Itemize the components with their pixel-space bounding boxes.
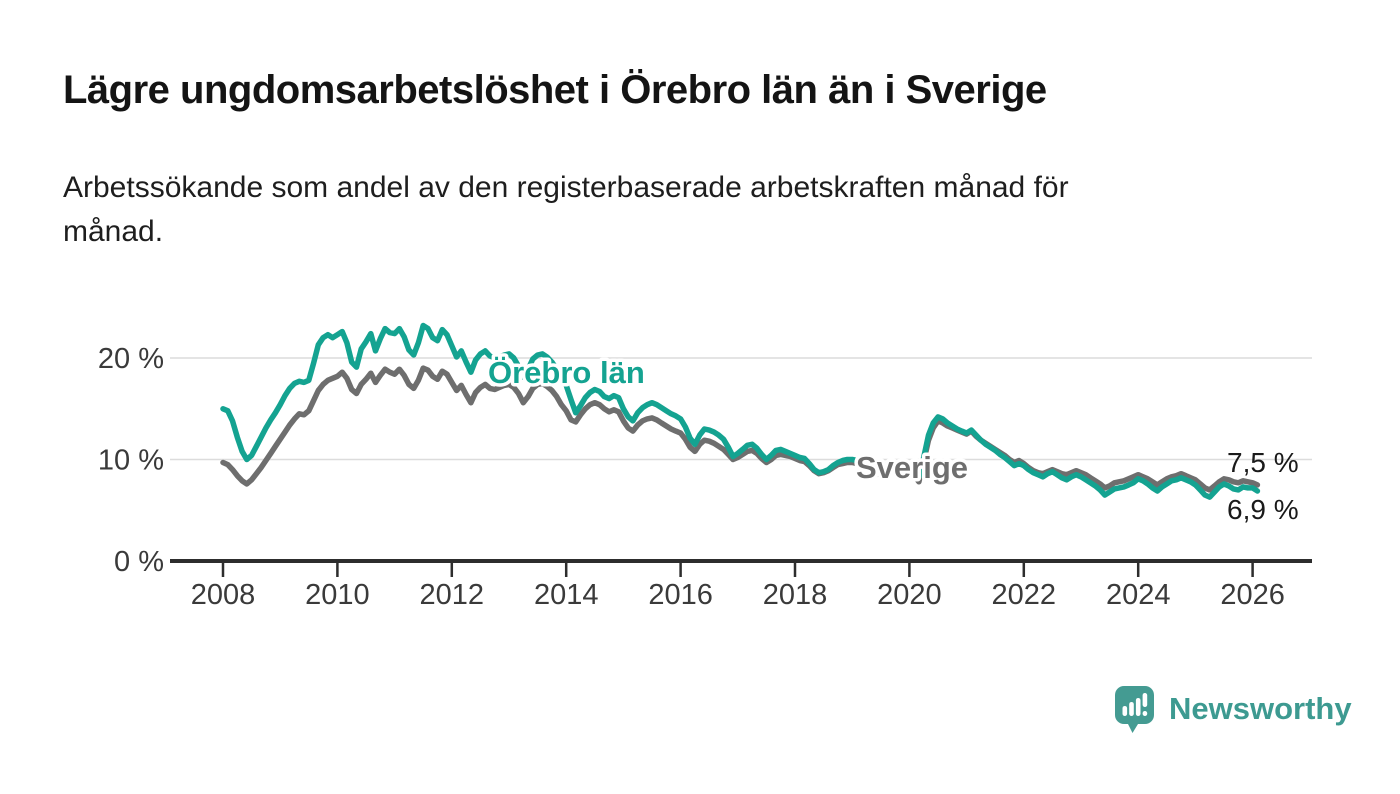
logo-brand-text: Newsworthy bbox=[1169, 691, 1352, 726]
x-tick-label: 2018 bbox=[763, 579, 828, 611]
logo-bar-medium bbox=[1129, 702, 1134, 716]
chart-subtitle: Arbetssökande som andel av den registerb… bbox=[63, 166, 1069, 254]
x-tick-label: 2014 bbox=[534, 579, 599, 611]
x-tick-label: 2022 bbox=[992, 579, 1057, 611]
x-tick-label: 2016 bbox=[648, 579, 713, 611]
x-tick-label: 2020 bbox=[877, 579, 942, 611]
x-tick-label: 2026 bbox=[1220, 579, 1285, 611]
series-orebro-line bbox=[220, 322, 1261, 500]
logo-bubble-shape bbox=[1115, 686, 1154, 733]
logo-bar-small bbox=[1122, 706, 1128, 716]
y-tick-label: 0 % bbox=[114, 546, 164, 578]
x-tick-label: 2012 bbox=[420, 579, 485, 611]
logo-exclamation-dot bbox=[1142, 711, 1148, 716]
logo-bubble-icon bbox=[1115, 686, 1154, 733]
x-tick-label: 2024 bbox=[1106, 579, 1171, 611]
series-sverige-line bbox=[220, 365, 1261, 493]
logo-exclamation-bar bbox=[1142, 693, 1148, 707]
y-tick-label: 10 % bbox=[98, 445, 164, 477]
y-tick-label: 20 % bbox=[98, 343, 164, 375]
x-tick-label: 2008 bbox=[191, 579, 256, 611]
x-axis-ticks: 2008 2010 2012 2014 2016 2018 2020 2022 2024 2026 bbox=[191, 561, 1285, 611]
chart-subtitle-line1: Arbetssökande som andel av den registerb… bbox=[63, 171, 1069, 204]
series-label-sverige: Sverige bbox=[856, 450, 968, 485]
chart-title: Lägre ungdomsarbetslöshet i Örebro län ä… bbox=[63, 68, 1047, 112]
chart-subtitle-line2: månad. bbox=[63, 215, 164, 248]
end-value-label-orebro: 6,9 % bbox=[1227, 494, 1299, 525]
end-value-label-sverige: 7,5 % bbox=[1227, 447, 1299, 478]
newsworthy-logo: Newsworthy bbox=[1115, 686, 1352, 736]
x-tick-label: 2010 bbox=[305, 579, 370, 611]
logo-bar-large bbox=[1135, 698, 1141, 716]
y-axis-labels: 0 % 10 % 20 % bbox=[98, 343, 164, 578]
series-label-orebro: Örebro län bbox=[488, 355, 645, 390]
